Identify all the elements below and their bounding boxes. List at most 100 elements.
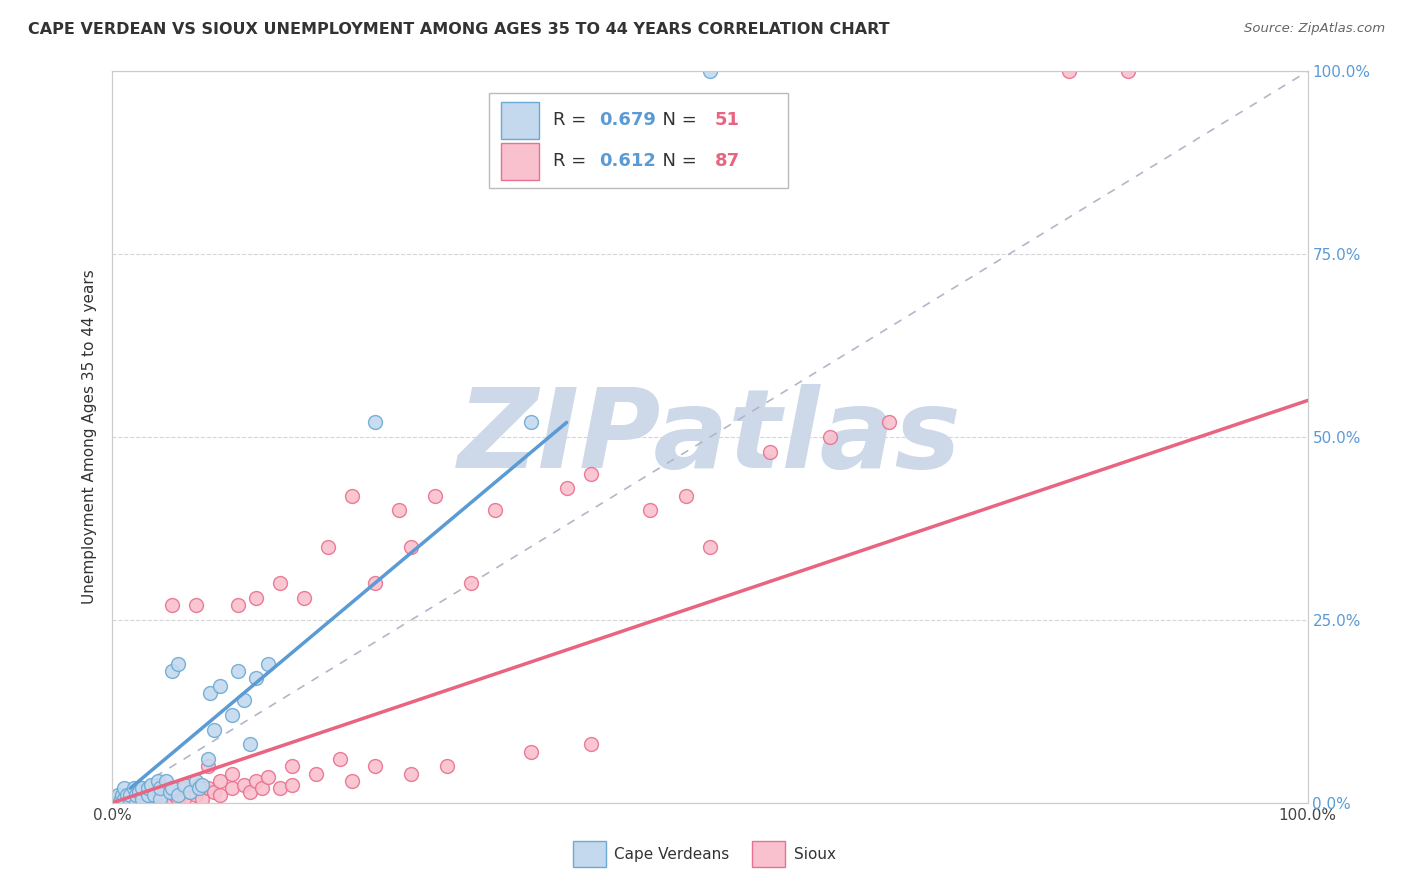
Point	[149, 778, 172, 792]
Point	[818, 430, 841, 444]
Point	[167, 789, 190, 803]
Point	[202, 785, 225, 799]
Point	[305, 766, 328, 780]
Text: Sioux: Sioux	[793, 847, 835, 862]
Point	[139, 781, 162, 796]
Point	[186, 599, 208, 613]
Point	[108, 796, 131, 810]
Point	[152, 789, 174, 803]
Point	[520, 745, 543, 759]
Point	[115, 789, 138, 803]
Point	[675, 489, 697, 503]
Point	[257, 657, 280, 671]
Point	[245, 672, 267, 686]
Point	[105, 792, 128, 806]
Point	[107, 789, 129, 803]
Point	[125, 796, 148, 810]
Point	[131, 792, 153, 806]
Point	[879, 416, 901, 430]
Text: Source: ZipAtlas.com: Source: ZipAtlas.com	[1244, 22, 1385, 36]
Point	[162, 796, 183, 810]
Point	[364, 416, 387, 430]
FancyBboxPatch shape	[501, 143, 538, 179]
Point	[146, 792, 169, 806]
Point	[555, 481, 578, 495]
Point	[191, 778, 214, 792]
Point	[131, 781, 153, 796]
Point	[173, 792, 195, 806]
Point	[155, 792, 177, 806]
Point	[101, 796, 124, 810]
Point	[460, 576, 482, 591]
Text: Cape Verdeans: Cape Verdeans	[614, 847, 730, 862]
Point	[221, 766, 243, 780]
Point	[155, 773, 177, 788]
Point	[120, 796, 142, 810]
Point	[173, 781, 195, 796]
Point	[187, 781, 209, 796]
Point	[197, 781, 219, 796]
Point	[162, 599, 183, 613]
Point	[120, 789, 142, 803]
Point	[401, 766, 423, 780]
Text: ZIPatlas: ZIPatlas	[458, 384, 962, 491]
Text: 51: 51	[714, 112, 740, 129]
Point	[114, 792, 135, 806]
Point	[197, 752, 219, 766]
Point	[115, 796, 138, 810]
Point	[143, 789, 166, 803]
Point	[484, 503, 506, 517]
Point	[226, 599, 249, 613]
Text: R =: R =	[554, 112, 592, 129]
Point	[388, 503, 411, 517]
Text: 87: 87	[714, 153, 740, 170]
Point	[202, 723, 225, 737]
Point	[131, 792, 153, 806]
Point	[139, 778, 162, 792]
Point	[149, 781, 172, 796]
Point	[269, 781, 291, 796]
Point	[143, 796, 166, 810]
Point	[149, 789, 172, 803]
Point	[699, 64, 721, 78]
Point	[191, 792, 214, 806]
Point	[120, 796, 142, 810]
Point	[138, 796, 160, 810]
Point	[281, 778, 304, 792]
Point	[105, 792, 128, 806]
Point	[114, 792, 135, 806]
FancyBboxPatch shape	[489, 94, 787, 188]
Point	[179, 785, 201, 799]
Point	[110, 792, 132, 806]
Point	[209, 773, 232, 788]
Point	[401, 540, 423, 554]
Point	[104, 796, 127, 810]
Point	[163, 789, 186, 803]
Y-axis label: Unemployment Among Ages 35 to 44 years: Unemployment Among Ages 35 to 44 years	[82, 269, 97, 605]
Point	[120, 792, 142, 806]
Point	[425, 489, 447, 503]
FancyBboxPatch shape	[752, 841, 786, 867]
Point	[173, 778, 195, 792]
Point	[579, 467, 602, 481]
Point	[159, 785, 181, 799]
Point	[329, 752, 352, 766]
Point	[1057, 64, 1080, 78]
Point	[200, 686, 222, 700]
Point	[640, 503, 662, 517]
Point	[436, 759, 458, 773]
Point	[226, 664, 249, 678]
Text: CAPE VERDEAN VS SIOUX UNEMPLOYMENT AMONG AGES 35 TO 44 YEARS CORRELATION CHART: CAPE VERDEAN VS SIOUX UNEMPLOYMENT AMONG…	[28, 22, 890, 37]
Point	[105, 796, 128, 810]
Point	[221, 708, 243, 723]
Point	[364, 759, 387, 773]
Point	[167, 657, 190, 671]
Point	[233, 778, 256, 792]
Point	[131, 789, 153, 803]
FancyBboxPatch shape	[501, 102, 538, 138]
Point	[520, 416, 543, 430]
Point	[186, 789, 208, 803]
Point	[122, 781, 145, 796]
Point	[239, 737, 262, 751]
Point	[1118, 64, 1140, 78]
